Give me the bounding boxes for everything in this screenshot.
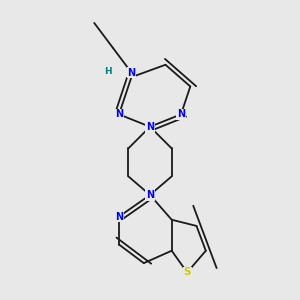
Text: N: N [146,190,154,200]
Text: N: N [127,68,136,77]
Text: N: N [177,110,185,119]
Text: H: H [104,67,112,76]
Text: N: N [146,122,154,132]
Text: N: N [115,212,123,222]
Text: N: N [115,110,123,119]
Text: S: S [183,267,191,278]
